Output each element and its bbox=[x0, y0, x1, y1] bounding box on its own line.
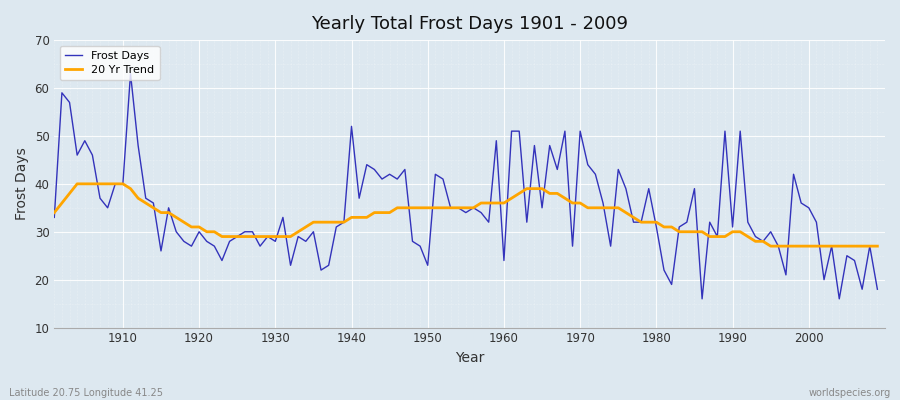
Frost Days bbox=[49, 215, 59, 220]
20 Yr Trend bbox=[765, 244, 776, 248]
20 Yr Trend bbox=[118, 182, 129, 186]
Line: 20 Yr Trend: 20 Yr Trend bbox=[54, 184, 878, 246]
20 Yr Trend bbox=[331, 220, 342, 224]
Legend: Frost Days, 20 Yr Trend: Frost Days, 20 Yr Trend bbox=[59, 46, 159, 80]
Frost Days bbox=[285, 263, 296, 268]
Frost Days bbox=[506, 129, 517, 134]
20 Yr Trend bbox=[506, 196, 517, 201]
Text: Latitude 20.75 Longitude 41.25: Latitude 20.75 Longitude 41.25 bbox=[9, 388, 163, 398]
Frost Days bbox=[598, 201, 608, 206]
20 Yr Trend bbox=[872, 244, 883, 248]
20 Yr Trend bbox=[72, 182, 83, 186]
Frost Days bbox=[872, 287, 883, 292]
Text: worldspecies.org: worldspecies.org bbox=[809, 388, 891, 398]
20 Yr Trend bbox=[499, 201, 509, 206]
Frost Days bbox=[499, 258, 509, 263]
Frost Days bbox=[125, 71, 136, 76]
20 Yr Trend bbox=[598, 206, 608, 210]
Frost Days bbox=[331, 224, 342, 229]
Line: Frost Days: Frost Days bbox=[54, 74, 878, 299]
X-axis label: Year: Year bbox=[455, 351, 484, 365]
Y-axis label: Frost Days: Frost Days bbox=[15, 148, 29, 220]
Title: Yearly Total Frost Days 1901 - 2009: Yearly Total Frost Days 1901 - 2009 bbox=[311, 15, 628, 33]
Frost Days bbox=[697, 296, 707, 301]
20 Yr Trend bbox=[49, 210, 59, 215]
20 Yr Trend bbox=[285, 234, 296, 239]
Frost Days bbox=[110, 182, 121, 186]
